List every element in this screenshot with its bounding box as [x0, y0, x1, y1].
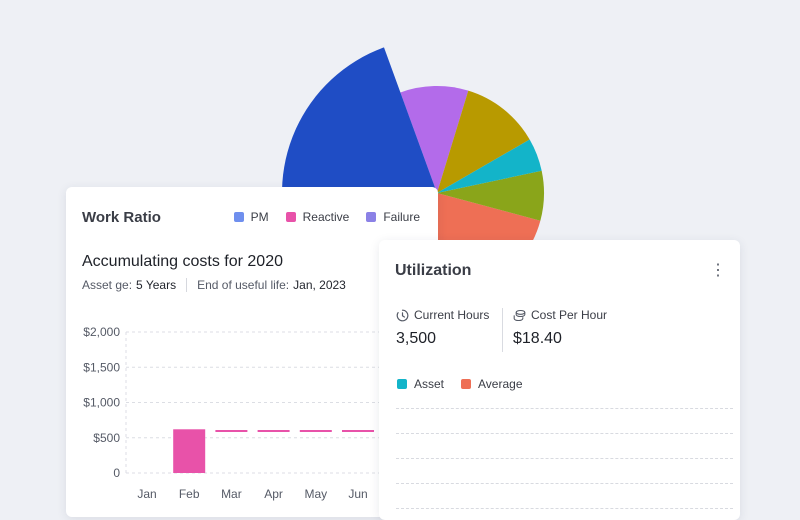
asset-age-value: 5 Years: [136, 278, 177, 292]
cost-per-hour-label: Cost Per Hour: [531, 308, 608, 322]
reactive-swatch: [285, 212, 296, 222]
utilization-gridline: [396, 433, 733, 434]
asset-swatch: [397, 379, 407, 389]
asset-meta: Asset ge: 5 Years End of useful life: Ja…: [82, 278, 346, 292]
failure-swatch: [366, 212, 377, 222]
utilization-gridline: [396, 458, 733, 459]
chart-bar[interactable]: [299, 430, 332, 432]
y-tick-label: $1,000: [83, 396, 120, 410]
asset-age-label: Asset ge:: [82, 278, 133, 292]
current-hours-label: Current Hours: [414, 308, 490, 322]
cost-per-hour-value: $18.40: [513, 330, 562, 347]
y-tick-label: $500: [93, 431, 120, 445]
stat-divider: [502, 308, 503, 352]
legend-label-failure: Failure: [383, 210, 420, 224]
x-tick-label: Apr: [264, 487, 283, 501]
pm-swatch: [233, 212, 244, 222]
work-ratio-title: Work Ratio: [82, 209, 161, 226]
current-hours-value: 3,500: [396, 330, 437, 347]
timer-icon: [396, 309, 409, 321]
more-vertical-icon[interactable]: ⋮: [710, 262, 726, 279]
cost-per-hour-stat: Cost Per Hour $18.40: [513, 308, 607, 348]
utilization-gridline: [396, 483, 733, 484]
end-life-value: Jan, 2023: [293, 278, 346, 292]
y-tick-label: 0: [113, 466, 120, 480]
utilization-legend: Asset Average: [397, 377, 523, 391]
pie-slice: [437, 139, 542, 193]
utilization-gridline: [396, 408, 733, 409]
legend-label-reactive: Reactive: [302, 210, 350, 224]
x-tick-label: Jan: [137, 487, 156, 501]
current-hours-stat: Current Hours 3,500: [396, 308, 489, 348]
legend-item-failure[interactable]: Failure: [366, 210, 420, 224]
legend-item-reactive[interactable]: Reactive: [285, 210, 350, 224]
chart-bar[interactable]: [215, 430, 248, 432]
chart-bar[interactable]: [342, 430, 374, 432]
legend-item-pm[interactable]: PM: [233, 210, 269, 224]
y-tick-label: $1,500: [83, 360, 120, 374]
legend-label-pm: PM: [250, 210, 269, 224]
x-tick-label: May: [304, 487, 327, 501]
accumulating-costs-title: Accumulating costs for 2020: [82, 253, 283, 270]
y-tick-label: $2,000: [83, 325, 120, 339]
x-tick-label: Jun: [348, 487, 367, 501]
end-life-label: End of useful life:: [197, 278, 290, 292]
utilization-title: Utilization: [395, 262, 472, 279]
utilization-card: Utilization ⋮ Current Hours 3,500 Cost P…: [379, 240, 740, 520]
x-tick-label: Feb: [179, 487, 200, 501]
average-swatch: [461, 379, 472, 389]
work-ratio-card: Work Ratio PM Reactive Failure Accumulat…: [66, 187, 438, 517]
coins-icon: [513, 309, 526, 321]
chart-bar[interactable]: [173, 429, 206, 473]
accumulating-costs-chart: $2,000 $1,500 $1,000 $500 0 Jan Feb Mar Apr May J…: [83, 325, 438, 501]
work-ratio-legend: PM Reactive Failure: [233, 210, 420, 224]
legend-item-asset[interactable]: Asset: [397, 377, 444, 391]
pie-slice: [437, 170, 544, 221]
legend-item-average[interactable]: Average: [461, 377, 523, 391]
chart-bar[interactable]: [257, 430, 290, 432]
pie-slice: [400, 86, 469, 193]
legend-label-average: Average: [478, 377, 523, 391]
pie-slice: [437, 90, 530, 193]
x-tick-label: Mar: [221, 487, 242, 501]
utilization-gridline: [396, 508, 733, 509]
meta-divider: [186, 278, 188, 292]
legend-label-asset: Asset: [414, 377, 445, 391]
